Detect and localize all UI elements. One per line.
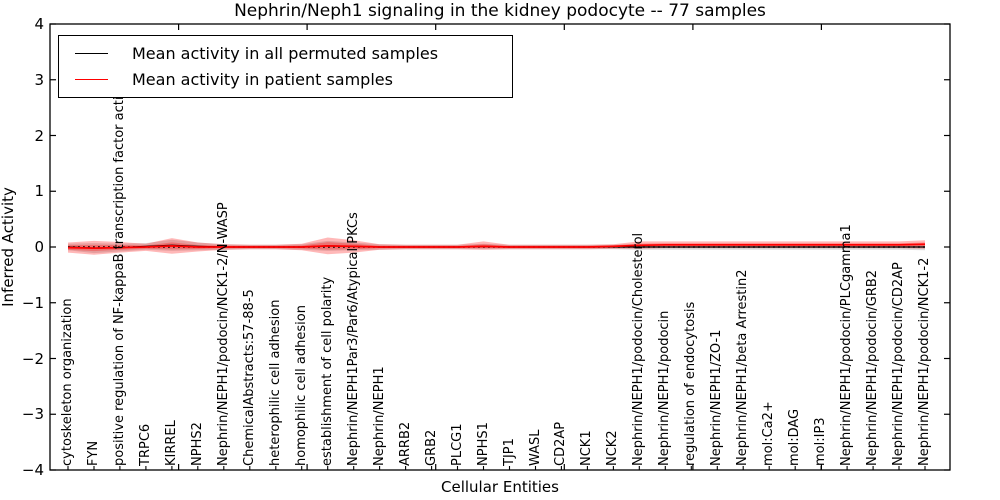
x-category-label: KIRREL bbox=[163, 420, 179, 466]
x-category-label: Nephrin/NEPH1/podocin bbox=[657, 310, 673, 466]
x-category-label: Nephrin/NEPH1/ZO-1 bbox=[709, 329, 725, 466]
black-line-swatch-icon bbox=[75, 52, 108, 54]
x-category-label: mol:IP3 bbox=[813, 417, 829, 466]
y-tick-label: −4 bbox=[21, 461, 44, 479]
chart-title: Nephrin/Neph1 signaling in the kidney po… bbox=[234, 1, 766, 21]
y-tick-label: −1 bbox=[21, 293, 44, 312]
x-category-label: NPHS2 bbox=[189, 422, 205, 466]
x-category-label: TRPC6 bbox=[137, 423, 153, 466]
x-category-label: Nephrin/NEPH1Par3/Par6/Atypical PKCs bbox=[345, 212, 361, 466]
y-tick-label: 1 bbox=[34, 182, 44, 201]
x-category-label: ARRB2 bbox=[397, 421, 413, 466]
x-category-label: NPHS1 bbox=[475, 422, 491, 466]
x-category-label: PLCG1 bbox=[449, 423, 465, 466]
y-tick-label: 2 bbox=[34, 126, 44, 145]
legend-item-permuted: Mean activity in all permuted samples bbox=[59, 44, 512, 63]
x-category-label: Nephrin/NEPH1/podocin/PLCgamma1 bbox=[839, 224, 855, 466]
y-tick-label: −2 bbox=[21, 349, 44, 368]
y-tick-label: 3 bbox=[34, 70, 44, 89]
x-category-label: Nephrin/NEPH1/beta Arrestin2 bbox=[735, 269, 751, 467]
x-category-label: homophilic cell adhesion bbox=[293, 305, 309, 466]
legend-label-permuted: Mean activity in all permuted samples bbox=[132, 43, 439, 63]
x-category-label: Nephrin/NEPH1/podocin/Cholesterol bbox=[631, 232, 647, 466]
x-category-label: positive regulation of NF-kappaB transcr… bbox=[111, 72, 127, 466]
x-category-label: WASL bbox=[527, 429, 543, 466]
x-category-label: cytoskeleton organization bbox=[60, 298, 75, 466]
x-category-label: heterophilic cell adhesion bbox=[267, 299, 283, 467]
x-category-label: NCK2 bbox=[605, 430, 621, 466]
x-category-label: CD2AP bbox=[553, 421, 569, 466]
y-tick-label: 0 bbox=[34, 238, 44, 256]
x-category-label: NCK1 bbox=[579, 430, 595, 466]
red-line-swatch-icon bbox=[75, 79, 108, 81]
x-category-label: Nephrin/NEPH1/podocin/NCK1-2 bbox=[917, 257, 932, 466]
y-tick-label: 4 bbox=[34, 15, 44, 33]
y-tick-label: −3 bbox=[21, 405, 44, 424]
x-category-label: regulation of endocytosis bbox=[683, 301, 699, 466]
legend: Mean activity in all permuted samples Me… bbox=[58, 35, 513, 98]
x-category-label: FYN bbox=[86, 440, 101, 466]
x-category-label: Nephrin/NEPH1 bbox=[371, 366, 387, 466]
x-category-label: Nephrin/NEPH1/podocin/GRB2 bbox=[865, 269, 881, 466]
x-axis-label: Cellular Entities bbox=[441, 478, 559, 496]
legend-item-patient: Mean activity in patient samples bbox=[59, 70, 512, 89]
x-category-label: mol:Ca2+ bbox=[761, 401, 777, 466]
x-category-label: Nephrin/NEPH1/podocin/NCK1-2/N-WASP bbox=[215, 202, 231, 466]
x-category-label: ChemicalAbstracts:57-88-5 bbox=[241, 289, 257, 466]
x-category-label: GRB2 bbox=[423, 429, 439, 466]
legend-label-patient: Mean activity in patient samples bbox=[132, 70, 393, 90]
x-category-label: establishment of cell polarity bbox=[319, 276, 335, 466]
x-category-label: TJP1 bbox=[501, 438, 517, 466]
x-category-label: Nephrin/NEPH1/podocin/CD2AP bbox=[891, 262, 906, 466]
x-category-label: mol:DAG bbox=[787, 408, 803, 466]
